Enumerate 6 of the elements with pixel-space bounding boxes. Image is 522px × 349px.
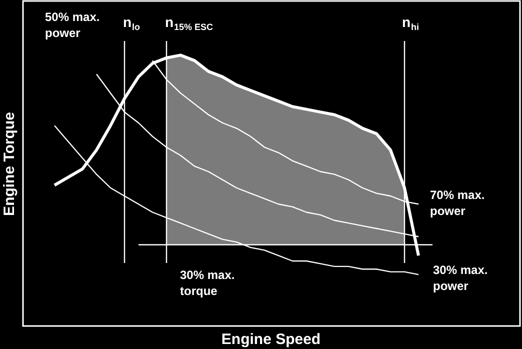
annotation: 30% max. power <box>433 263 488 293</box>
annotation: 30% max. torque <box>180 268 235 298</box>
annotation: 70% max. power <box>430 188 485 218</box>
y-axis-title: Engine Torque <box>1 112 18 216</box>
text: 50% max. power <box>45 10 100 40</box>
x-axis-title: Engine Speed <box>221 331 321 348</box>
